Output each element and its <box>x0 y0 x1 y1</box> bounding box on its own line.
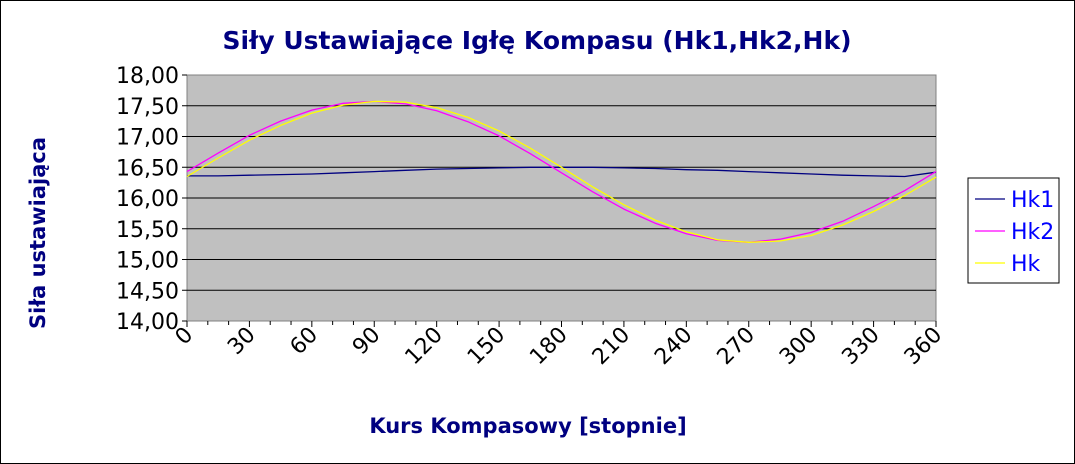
y-tick-label: 17,00 <box>116 126 179 151</box>
y-tick-label: 16,00 <box>116 187 179 212</box>
legend-label-hk2: Hk2 <box>1011 220 1054 245</box>
y-tick-label: 18,00 <box>116 64 179 89</box>
series-line-hk <box>186 100 937 243</box>
y-tick-label: 14,00 <box>116 310 179 335</box>
chart-title: Siły Ustawiające Igłę Kompasu (Hk1,Hk2,H… <box>222 26 851 55</box>
legend-label-hk1: Hk1 <box>1011 188 1054 213</box>
y-axis-title: Siła ustawiająca <box>26 137 50 329</box>
x-tick-marks <box>186 321 937 327</box>
y-tick-label: 15,50 <box>116 218 179 243</box>
legend: Hk1 Hk2 Hk <box>967 177 1060 284</box>
series-lines <box>186 100 937 243</box>
series-line-hk2 <box>186 100 937 243</box>
y-tick-label: 17,50 <box>116 95 179 120</box>
y-tick-label: 14,50 <box>116 279 179 304</box>
x-axis-title: Kurs Kompasowy [stopnie] <box>369 414 686 438</box>
legend-label-hk: Hk <box>1011 252 1041 277</box>
y-tick-label: 16,50 <box>116 156 179 181</box>
y-tick-label: 15,00 <box>116 249 179 274</box>
y-tick-labels: 14,00 14,50 15,00 15,50 16,00 16,50 17,00 17,50… <box>116 64 179 335</box>
